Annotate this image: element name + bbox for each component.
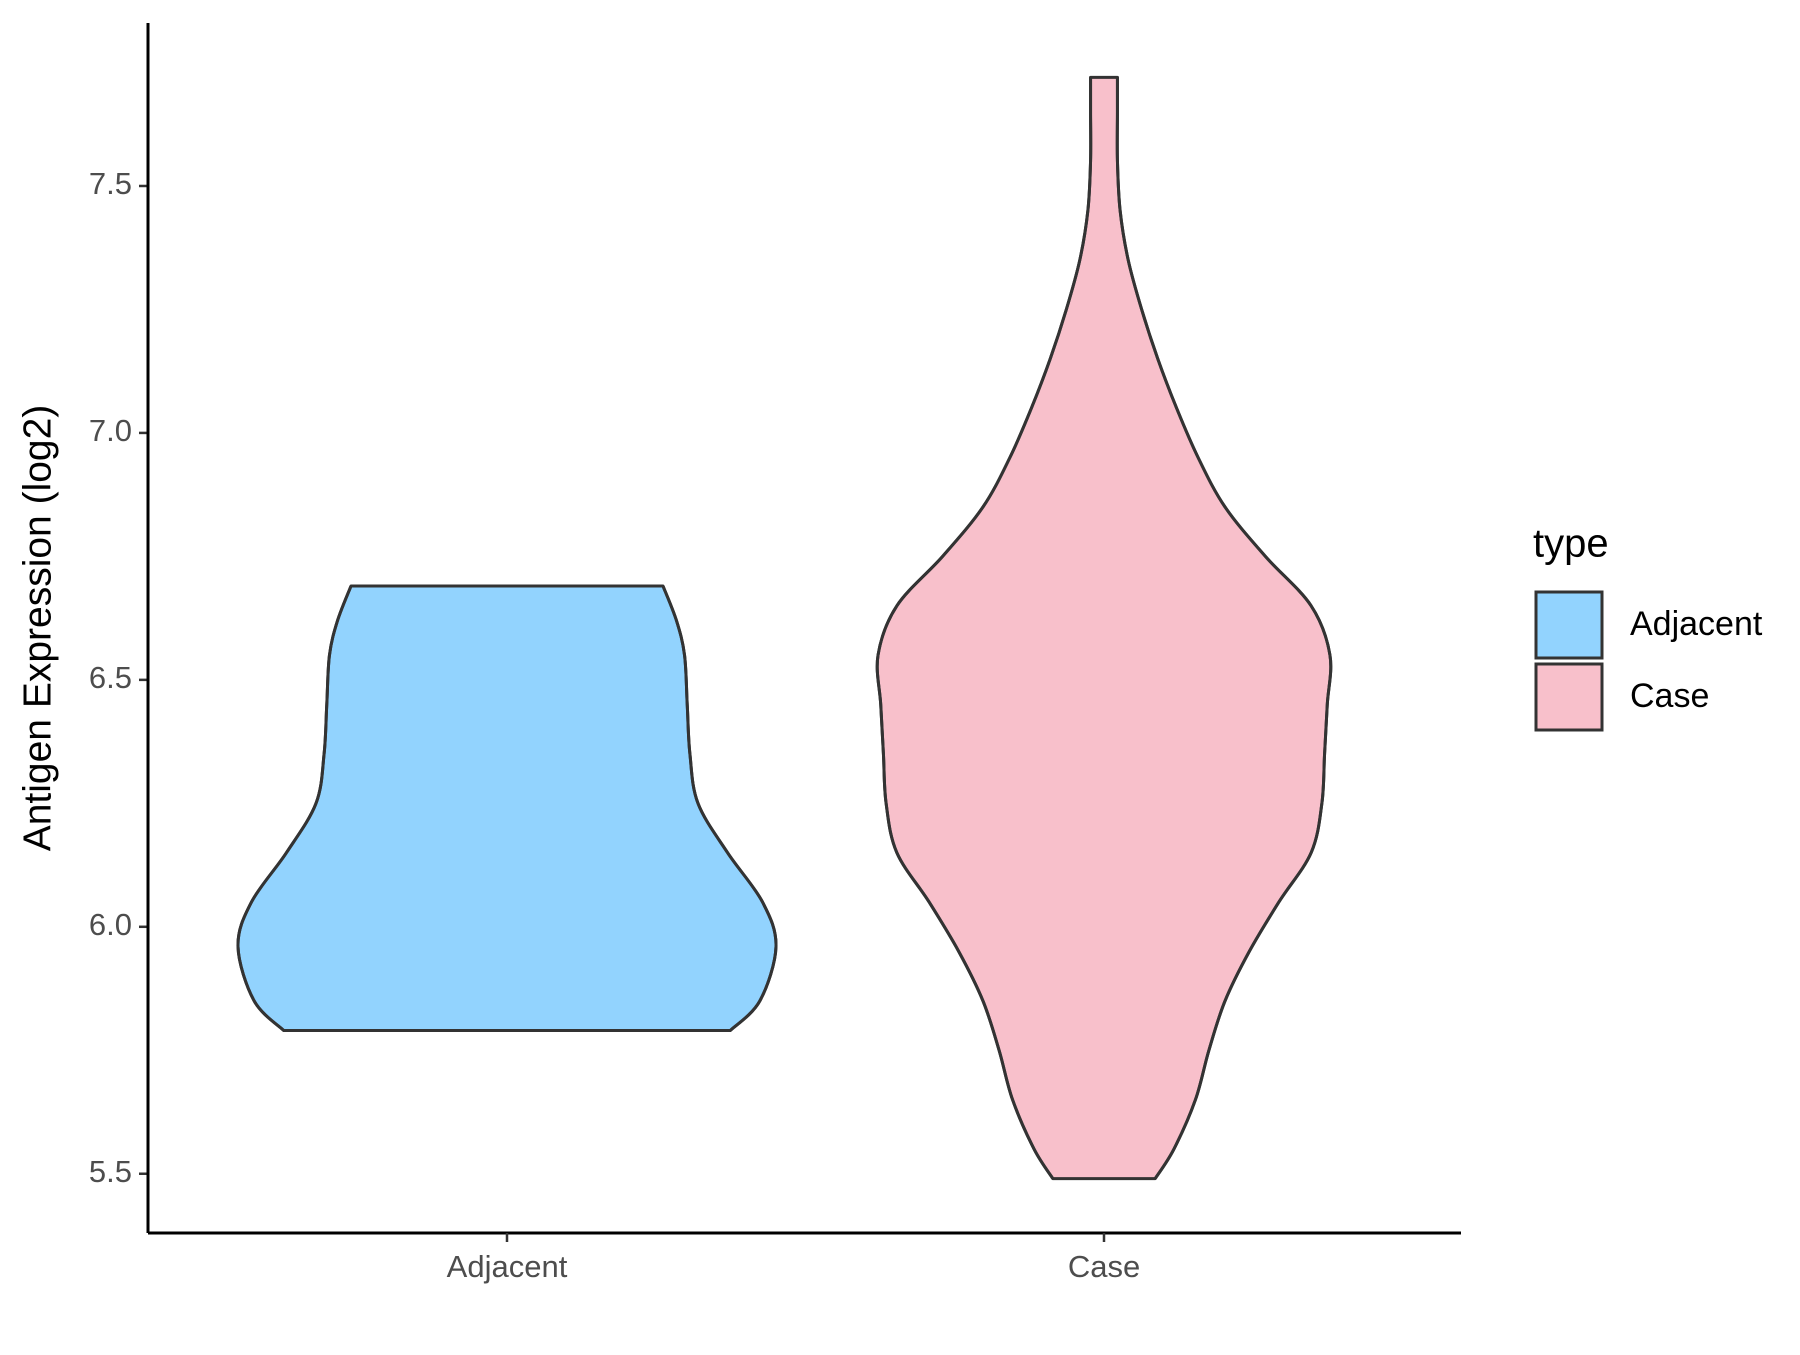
y-tick-label: 6.5 [89, 660, 132, 695]
legend-key [1534, 662, 1604, 732]
violin-body [875, 75, 1333, 1181]
x-tick-label: Case [1068, 1249, 1140, 1284]
y-tick-label: 5.5 [89, 1154, 132, 1189]
y-tick-label: 7.5 [89, 166, 132, 201]
x-tick-label: Adjacent [447, 1249, 568, 1284]
legend-key [1534, 590, 1604, 660]
violin-body [236, 584, 778, 1033]
y-tick-label: 7.0 [89, 413, 132, 448]
violin-outline-right [1115, 77, 1333, 1180]
legend-label: Case [1630, 677, 1709, 715]
y-tick-label: 6.0 [89, 907, 132, 942]
y-axis-title: Antigen Expression (log2) [16, 405, 59, 852]
legend-label: Adjacent [1630, 605, 1763, 643]
legend-title: type [1533, 522, 1609, 566]
violin-outline-left [236, 585, 353, 1032]
violin-outline-left [875, 77, 1093, 1180]
violin-outline-right [661, 585, 778, 1032]
